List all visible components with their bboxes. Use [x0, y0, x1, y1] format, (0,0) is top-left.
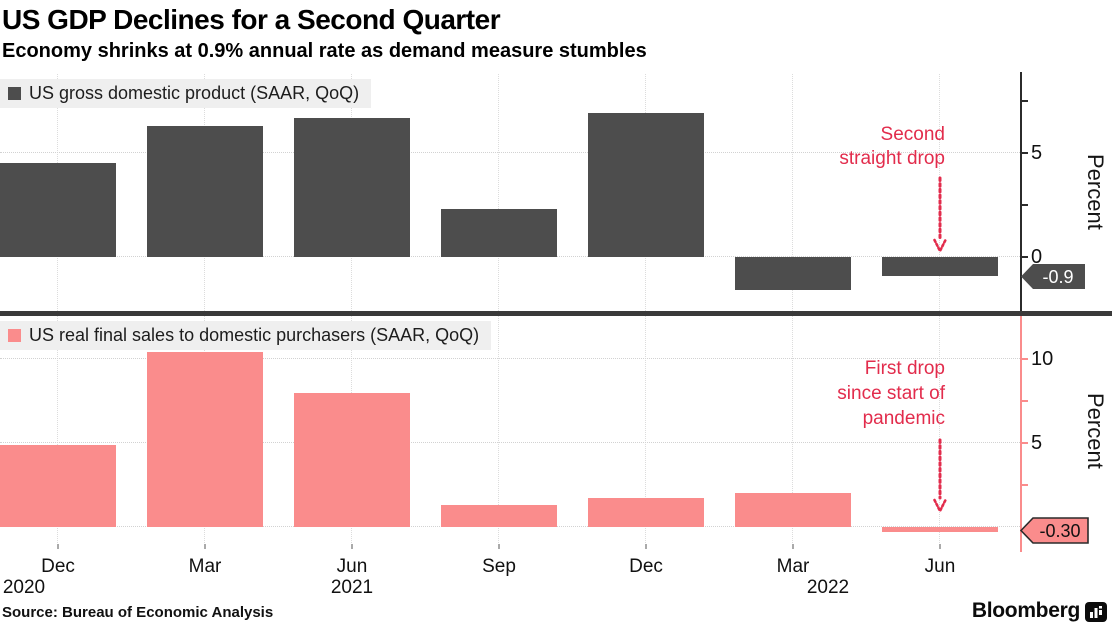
bar-mar-2021 [147, 125, 263, 257]
annotation-first-drop-pandemic: First drop since start of pandemic [837, 356, 945, 431]
y-axis-tick-label: 5 [1031, 432, 1043, 454]
y-axis-line [1020, 72, 1022, 311]
y-axis-tick [1020, 484, 1028, 486]
bar-jun-2022 [882, 257, 998, 276]
vertical-gridline [57, 74, 58, 545]
y-axis-line [1020, 316, 1022, 552]
y-axis-tick [1020, 442, 1028, 444]
x-axis-tick [57, 544, 59, 549]
bar-jun-2021 [294, 117, 410, 257]
y-axis-tick [1020, 256, 1028, 258]
bar-jun-2021 [294, 392, 410, 527]
bar-dec-2020 [0, 444, 116, 527]
y-axis-tick [1020, 358, 1028, 360]
bar-dec-2021 [588, 113, 704, 257]
vertical-gridline [939, 74, 940, 545]
x-axis-year-label: 2022 [806, 577, 850, 598]
y-axis-tick [1020, 100, 1028, 102]
dotted-down-arrow-icon [933, 176, 947, 254]
x-axis-tick [351, 544, 353, 549]
annotation-line: Second [880, 124, 945, 145]
x-axis-tick [204, 544, 206, 549]
bar-dec-2020 [0, 163, 116, 257]
source-note: Source: Bureau of Economic Analysis [2, 604, 274, 621]
vertical-gridline [204, 74, 205, 545]
legend-sales: US real final sales to domestic purchase… [0, 321, 492, 350]
x-axis-month-label: Sep [482, 556, 516, 577]
x-axis-month-label: Dec [41, 556, 75, 577]
y-axis-tick [1020, 152, 1028, 154]
bar-mar-2021 [147, 352, 263, 527]
value-tag-gdp: -0.9 [1021, 264, 1085, 289]
y-axis-tick [1020, 400, 1028, 402]
y-axis-tick-label: 10 [1031, 348, 1054, 370]
chart-title: US GDP Declines for a Second Quarter [2, 4, 501, 35]
x-axis-month-label: Jun [336, 556, 368, 577]
dotted-down-arrow-icon [933, 438, 947, 514]
horizontal-gridline [0, 358, 1020, 359]
chart-subtitle: Economy shrinks at 0.9% annual rate as d… [2, 40, 647, 62]
legend-gdp-label: US gross domestic product (SAAR, QoQ) [29, 83, 360, 103]
x-axis-year-label: 2021 [330, 577, 374, 598]
bar-jun-2022 [882, 527, 998, 533]
legend-gdp: US gross domestic product (SAAR, QoQ) [0, 79, 372, 108]
vertical-gridline [498, 74, 499, 545]
annotation-second-straight-drop: Second straight drop [839, 123, 945, 171]
y-axis-tick-label: 5 [1031, 142, 1043, 164]
x-axis-month-label: Mar [776, 556, 810, 577]
vertical-gridline [351, 74, 352, 545]
y-axis-unit-label-bottom: Percent [1083, 392, 1108, 469]
bar-dec-2021 [588, 498, 704, 527]
y-axis-tick-label: 0 [1031, 246, 1043, 268]
bar-sep-2021 [441, 505, 557, 527]
bloomberg-wordmark: Bloomberg [971, 599, 1080, 622]
horizontal-gridline [0, 442, 1020, 443]
vertical-gridline [645, 74, 646, 545]
x-axis-tick [939, 544, 941, 549]
horizontal-gridline [0, 152, 1020, 153]
bloomberg-chart-bubble-icon [1085, 602, 1107, 622]
x-axis-month-label: Dec [629, 556, 663, 577]
bar-mar-2022 [735, 493, 851, 527]
x-axis-month-label: Jun [924, 556, 956, 577]
legend-swatch-gdp-icon [8, 87, 21, 100]
legend-swatch-sales-icon [8, 329, 21, 342]
y-axis-unit-label-top: Percent [1083, 153, 1108, 230]
annotation-line: since start of [837, 383, 945, 404]
x-axis-tick [645, 544, 647, 549]
legend-sales-label: US real final sales to domestic purchase… [29, 325, 480, 345]
value-tag-gdp-label: -0.9 [1042, 267, 1073, 287]
annotation-line: pandemic [862, 408, 945, 429]
y-axis-tick [1020, 204, 1028, 206]
x-axis-month-label: Mar [188, 556, 222, 577]
annotation-line: straight drop [839, 148, 945, 169]
annotation-line: First drop [864, 358, 945, 379]
value-tag-sales-label: -0.30 [1039, 521, 1080, 541]
bar-mar-2022 [735, 257, 851, 291]
x-axis-tick [498, 544, 500, 549]
vertical-gridline [792, 74, 793, 545]
value-tag-sales: -0.30 [1020, 517, 1089, 544]
x-axis-year-label: 2020 [2, 577, 46, 598]
x-axis-tick [792, 544, 794, 549]
bar-sep-2021 [441, 209, 557, 257]
panel-divider [0, 311, 1112, 316]
